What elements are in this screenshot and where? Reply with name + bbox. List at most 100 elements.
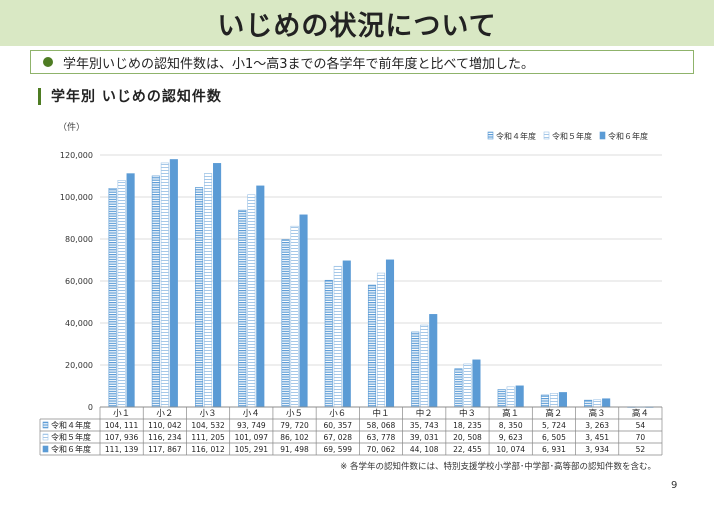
page-title: いじめの状況について [217,10,497,42]
data-label: 3, 263 [585,421,609,430]
table-series-label: 令和５年度 [51,432,91,442]
y-tick-label: 60,000 [65,277,93,286]
bar [108,188,117,408]
summary-text: 学年別いじめの認知件数は、小1～高3までの各学年で前年度と比べて増加した。 [63,56,535,72]
y-tick-label: 80,000 [65,235,93,244]
data-label: 3, 451 [585,433,609,442]
data-label: 93, 749 [237,421,266,430]
bar [558,392,567,408]
data-label: 79, 720 [280,421,309,430]
data-label: 91, 498 [280,445,309,454]
data-label: 3, 934 [585,445,609,454]
bar [463,363,472,408]
x-tick-label: 小２ [156,408,173,419]
data-label: 116, 234 [148,433,182,442]
bar [324,279,333,408]
data-label: 101, 097 [235,433,269,442]
data-label: 52 [636,445,646,454]
data-label: 10, 074 [496,445,525,454]
bar [540,394,549,408]
data-label: 86, 102 [280,433,309,442]
title-banner: いじめの状況について [0,0,714,46]
data-label: 110, 042 [148,421,182,430]
y-tick-label: 100,000 [60,193,93,202]
bar [151,175,160,408]
x-tick-label: 高１ [502,408,519,419]
data-label: 107, 936 [105,433,139,442]
table-legend-swatch [42,433,49,441]
bar [281,239,290,408]
summary-box: 学年別いじめの認知件数は、小1～高3までの各学年で前年度と比べて増加した。 [30,50,694,74]
bar [160,162,169,408]
bar [256,185,265,408]
y-tick-label: 0 [88,403,93,412]
data-label: 58, 068 [367,421,396,430]
section-heading: 学年別 いじめの認知件数 [38,86,222,106]
bar [169,159,178,408]
x-tick-label: 小６ [329,408,346,419]
data-label: 6, 505 [542,433,566,442]
data-label: 111, 205 [191,433,225,442]
data-label: 70, 062 [367,445,396,454]
data-label: 60, 357 [323,421,352,430]
data-label: 67, 028 [323,433,352,442]
data-label: 6, 931 [542,445,566,454]
x-tick-label: 小３ [200,408,217,419]
data-label: 54 [636,421,646,430]
y-tick-label: 40,000 [65,319,93,328]
bar [385,259,395,408]
page-number: 9 [671,480,678,491]
data-label: 104, 532 [191,421,225,430]
x-tick-label: 中２ [416,408,433,419]
data-label: 70 [636,433,646,442]
bar [213,163,222,408]
legend-label: 令和４年度 [496,131,536,141]
bar [454,368,463,408]
bar [593,399,602,408]
data-label: 105, 291 [235,445,269,454]
legend-swatch [599,131,606,140]
legend-swatch [543,131,550,140]
bar [376,272,386,408]
data-label: 5, 724 [542,421,566,430]
bar [584,399,593,408]
y-tick-label: 20,000 [65,361,93,370]
table-legend-swatch [42,421,49,429]
data-label: 116, 012 [191,445,225,454]
bar [602,398,611,408]
bar [411,331,420,408]
data-label: 9, 623 [499,433,523,442]
y-axis-label: （件） [58,121,85,133]
legend-label: 令和５年度 [552,131,592,141]
bar [117,180,126,408]
bar [204,173,213,408]
data-label: 18, 235 [453,421,482,430]
data-label: 117, 867 [148,445,182,454]
x-tick-label: 高４ [632,408,649,419]
legend-swatch [487,131,494,140]
bar [342,260,351,408]
y-tick-label: 120,000 [60,151,93,160]
section-title: 学年別 いじめの認知件数 [51,89,222,105]
bar [497,389,506,408]
data-label: 104, 111 [105,421,139,430]
data-label: 63, 778 [367,433,396,442]
data-label: 69, 599 [323,445,352,454]
bar [333,265,342,408]
data-label: 44, 108 [410,445,439,454]
x-tick-label: 小１ [113,408,130,419]
bar [429,314,438,408]
legend-label: 令和６年度 [608,131,648,141]
data-label: 111, 139 [105,445,139,454]
data-label: 22, 455 [453,445,482,454]
x-tick-label: 中３ [459,408,476,419]
bullet-icon [43,57,53,67]
bar [420,324,429,408]
bar-chart: （件） 0 20,000 40,000 60,000 80,000 100,000 120,0… [39,121,663,472]
table-series-label: 令和４年度 [51,420,91,430]
bar [367,284,377,408]
table-series-label: 令和６年度 [51,444,91,454]
table-legend-swatch [42,445,49,453]
x-tick-label: 中１ [372,408,389,419]
bar [247,194,256,408]
